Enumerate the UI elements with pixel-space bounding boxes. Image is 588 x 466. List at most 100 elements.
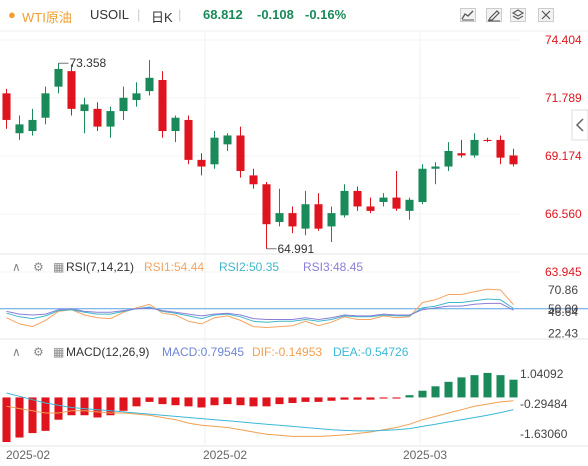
candle[interactable]: [288, 206, 297, 234]
x-tick-label: 2025-02: [6, 448, 50, 462]
candle[interactable]: [67, 64, 76, 116]
candle[interactable]: [314, 193, 323, 231]
symbol-dropdown-icon[interactable]: ●: [8, 7, 16, 22]
macd-bar: [119, 397, 128, 411]
candle[interactable]: [197, 153, 206, 176]
candle-body: [106, 111, 115, 127]
candle[interactable]: [2, 88, 11, 129]
candle[interactable]: [145, 60, 154, 96]
macd-bar: [67, 397, 76, 416]
gear-icon[interactable]: ⚙: [33, 345, 44, 359]
candle-body: [197, 159, 206, 167]
rsi-tick-label: 50.00: [548, 302, 578, 316]
candle[interactable]: [158, 71, 167, 138]
dif-value: DIF:-0.14953: [252, 345, 323, 359]
timeframe-button[interactable]: 日K: [151, 10, 173, 25]
candle-body: [353, 190, 362, 207]
candle[interactable]: [405, 197, 414, 220]
candle-body: [2, 93, 11, 120]
macd-bar: [314, 397, 323, 402]
rsi-tick-label: 70.86: [548, 283, 578, 297]
candle-body: [132, 93, 141, 100]
candle[interactable]: [119, 86, 128, 120]
candle[interactable]: [171, 115, 180, 143]
candle[interactable]: [496, 135, 505, 165]
macd-params[interactable]: MACD(12,26,9): [66, 345, 150, 359]
candle[interactable]: [509, 148, 518, 167]
candle[interactable]: [457, 139, 466, 158]
candle[interactable]: [236, 126, 245, 178]
macd-bar: [379, 397, 388, 399]
area-chart-icon[interactable]: [460, 8, 476, 22]
y-tick-label: 69.174: [545, 149, 582, 163]
macd-bar: [301, 397, 310, 402]
candle[interactable]: [483, 137, 492, 143]
eye-icon[interactable]: ∧: [12, 345, 21, 359]
dea-value: DEA:-0.54726: [333, 345, 409, 359]
candle[interactable]: [301, 190, 310, 236]
candle-body: [288, 213, 297, 227]
candle[interactable]: [210, 131, 219, 169]
candle[interactable]: [223, 133, 232, 151]
grid: [0, 30, 588, 447]
indicator-icon[interactable]: ▦: [53, 260, 65, 274]
candle[interactable]: [106, 106, 115, 138]
indicator-icon[interactable]: ▦: [53, 345, 65, 359]
candle[interactable]: [275, 188, 284, 227]
rsi-tick-label: 46.64: [548, 305, 578, 319]
collapse-panel-icon[interactable]: [571, 109, 588, 141]
rsi-params[interactable]: RSI(7,14,21): [66, 260, 135, 274]
divider: |: [178, 7, 182, 22]
candle-body: [418, 168, 427, 203]
candle[interactable]: [470, 133, 479, 158]
candle-body: [158, 80, 167, 132]
candle-body: [119, 97, 128, 112]
candle[interactable]: [418, 164, 427, 205]
candle[interactable]: [366, 197, 375, 214]
candle[interactable]: [132, 82, 141, 107]
candle[interactable]: [54, 63, 63, 94]
candle-body: [496, 139, 505, 158]
candle[interactable]: [379, 193, 388, 207]
candle[interactable]: [353, 186, 362, 211]
symbol-name[interactable]: WTI原油: [22, 10, 72, 25]
macd-bar: [41, 397, 50, 431]
rsi3-value: RSI3:48.45: [303, 260, 364, 274]
candle[interactable]: [249, 168, 258, 189]
candle[interactable]: [444, 142, 453, 171]
macd-tick-label: -1.63060: [520, 427, 568, 441]
eye-icon[interactable]: ∧: [12, 260, 21, 274]
low-annotation: 64.991: [278, 242, 315, 256]
expand-icon[interactable]: [538, 8, 554, 22]
candle[interactable]: [340, 184, 349, 218]
candle-body: [41, 93, 50, 118]
candle[interactable]: [327, 206, 336, 242]
macd-tick-label: 1.04092: [520, 367, 564, 381]
candle-body: [93, 108, 102, 127]
candle[interactable]: [184, 115, 193, 165]
candle[interactable]: [93, 102, 102, 132]
candle-body: [327, 213, 336, 227]
candle[interactable]: [15, 115, 24, 140]
candle[interactable]: [392, 170, 401, 211]
candle[interactable]: [41, 86, 50, 125]
macd-bar: [262, 397, 271, 407]
candle[interactable]: [80, 97, 89, 134]
gear-icon[interactable]: ⚙: [33, 260, 44, 274]
candle-body: [431, 166, 440, 169]
y-tick-label: 66.560: [545, 207, 582, 221]
candle-body: [366, 206, 375, 211]
macd-tick-label: -0.29484: [520, 397, 568, 411]
macd-bar: [483, 372, 492, 398]
macd-bar: [80, 397, 89, 416]
candle[interactable]: [431, 162, 440, 185]
candle-body: [444, 150, 453, 167]
pencil-icon[interactable]: [486, 8, 502, 22]
macd-bar: [54, 397, 63, 420]
candle[interactable]: [28, 108, 37, 136]
symbol-code[interactable]: USOIL: [90, 7, 130, 22]
layers-icon[interactable]: [510, 8, 526, 22]
candle[interactable]: [262, 182, 271, 249]
candle-body: [184, 119, 193, 160]
